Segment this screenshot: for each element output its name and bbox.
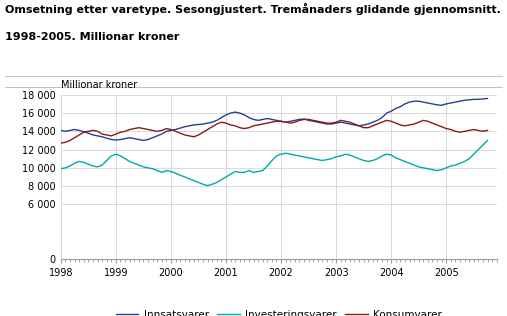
Legend: Innsatsvarer, Investeringsvarer, Konsumvarer: Innsatsvarer, Investeringsvarer, Konsumv… <box>112 305 446 316</box>
Innsatsvarer <box>485 97 491 100</box>
Konsumvarer <box>237 126 243 130</box>
Innsatsvarer <box>228 111 234 115</box>
Innsatsvarer <box>319 121 325 125</box>
Investeringsvarer <box>168 170 174 173</box>
Konsumvarer <box>168 128 174 131</box>
Investeringsvarer <box>131 161 137 165</box>
Innsatsvarer <box>131 137 137 141</box>
Konsumvarer <box>223 121 229 125</box>
Innsatsvarer <box>241 113 247 117</box>
Text: Omsetning etter varetype. Sesongjustert. Tremånaders glidande gjennomsnitt.: Omsetning etter varetype. Sesongjustert.… <box>5 3 501 15</box>
Investeringsvarer <box>319 159 325 162</box>
Konsumvarer <box>485 129 491 132</box>
Innsatsvarer <box>58 129 64 132</box>
Line: Investeringsvarer: Investeringsvarer <box>61 140 488 185</box>
Konsumvarer <box>319 120 325 124</box>
Investeringsvarer <box>58 167 64 171</box>
Konsumvarer <box>383 118 389 122</box>
Konsumvarer <box>131 127 137 131</box>
Line: Innsatsvarer: Innsatsvarer <box>61 99 488 140</box>
Konsumvarer <box>58 141 64 145</box>
Text: 1998-2005. Millionar kroner: 1998-2005. Millionar kroner <box>5 32 179 42</box>
Investeringsvarer <box>228 172 234 176</box>
Innsatsvarer <box>383 111 389 115</box>
Konsumvarer <box>301 118 307 121</box>
Investeringsvarer <box>485 138 491 142</box>
Text: Millionar kroner: Millionar kroner <box>61 80 137 90</box>
Investeringsvarer <box>383 152 389 156</box>
Line: Konsumvarer: Konsumvarer <box>61 119 488 143</box>
Innsatsvarer <box>172 128 178 131</box>
Innsatsvarer <box>140 138 147 142</box>
Investeringsvarer <box>205 184 211 187</box>
Investeringsvarer <box>241 171 247 174</box>
